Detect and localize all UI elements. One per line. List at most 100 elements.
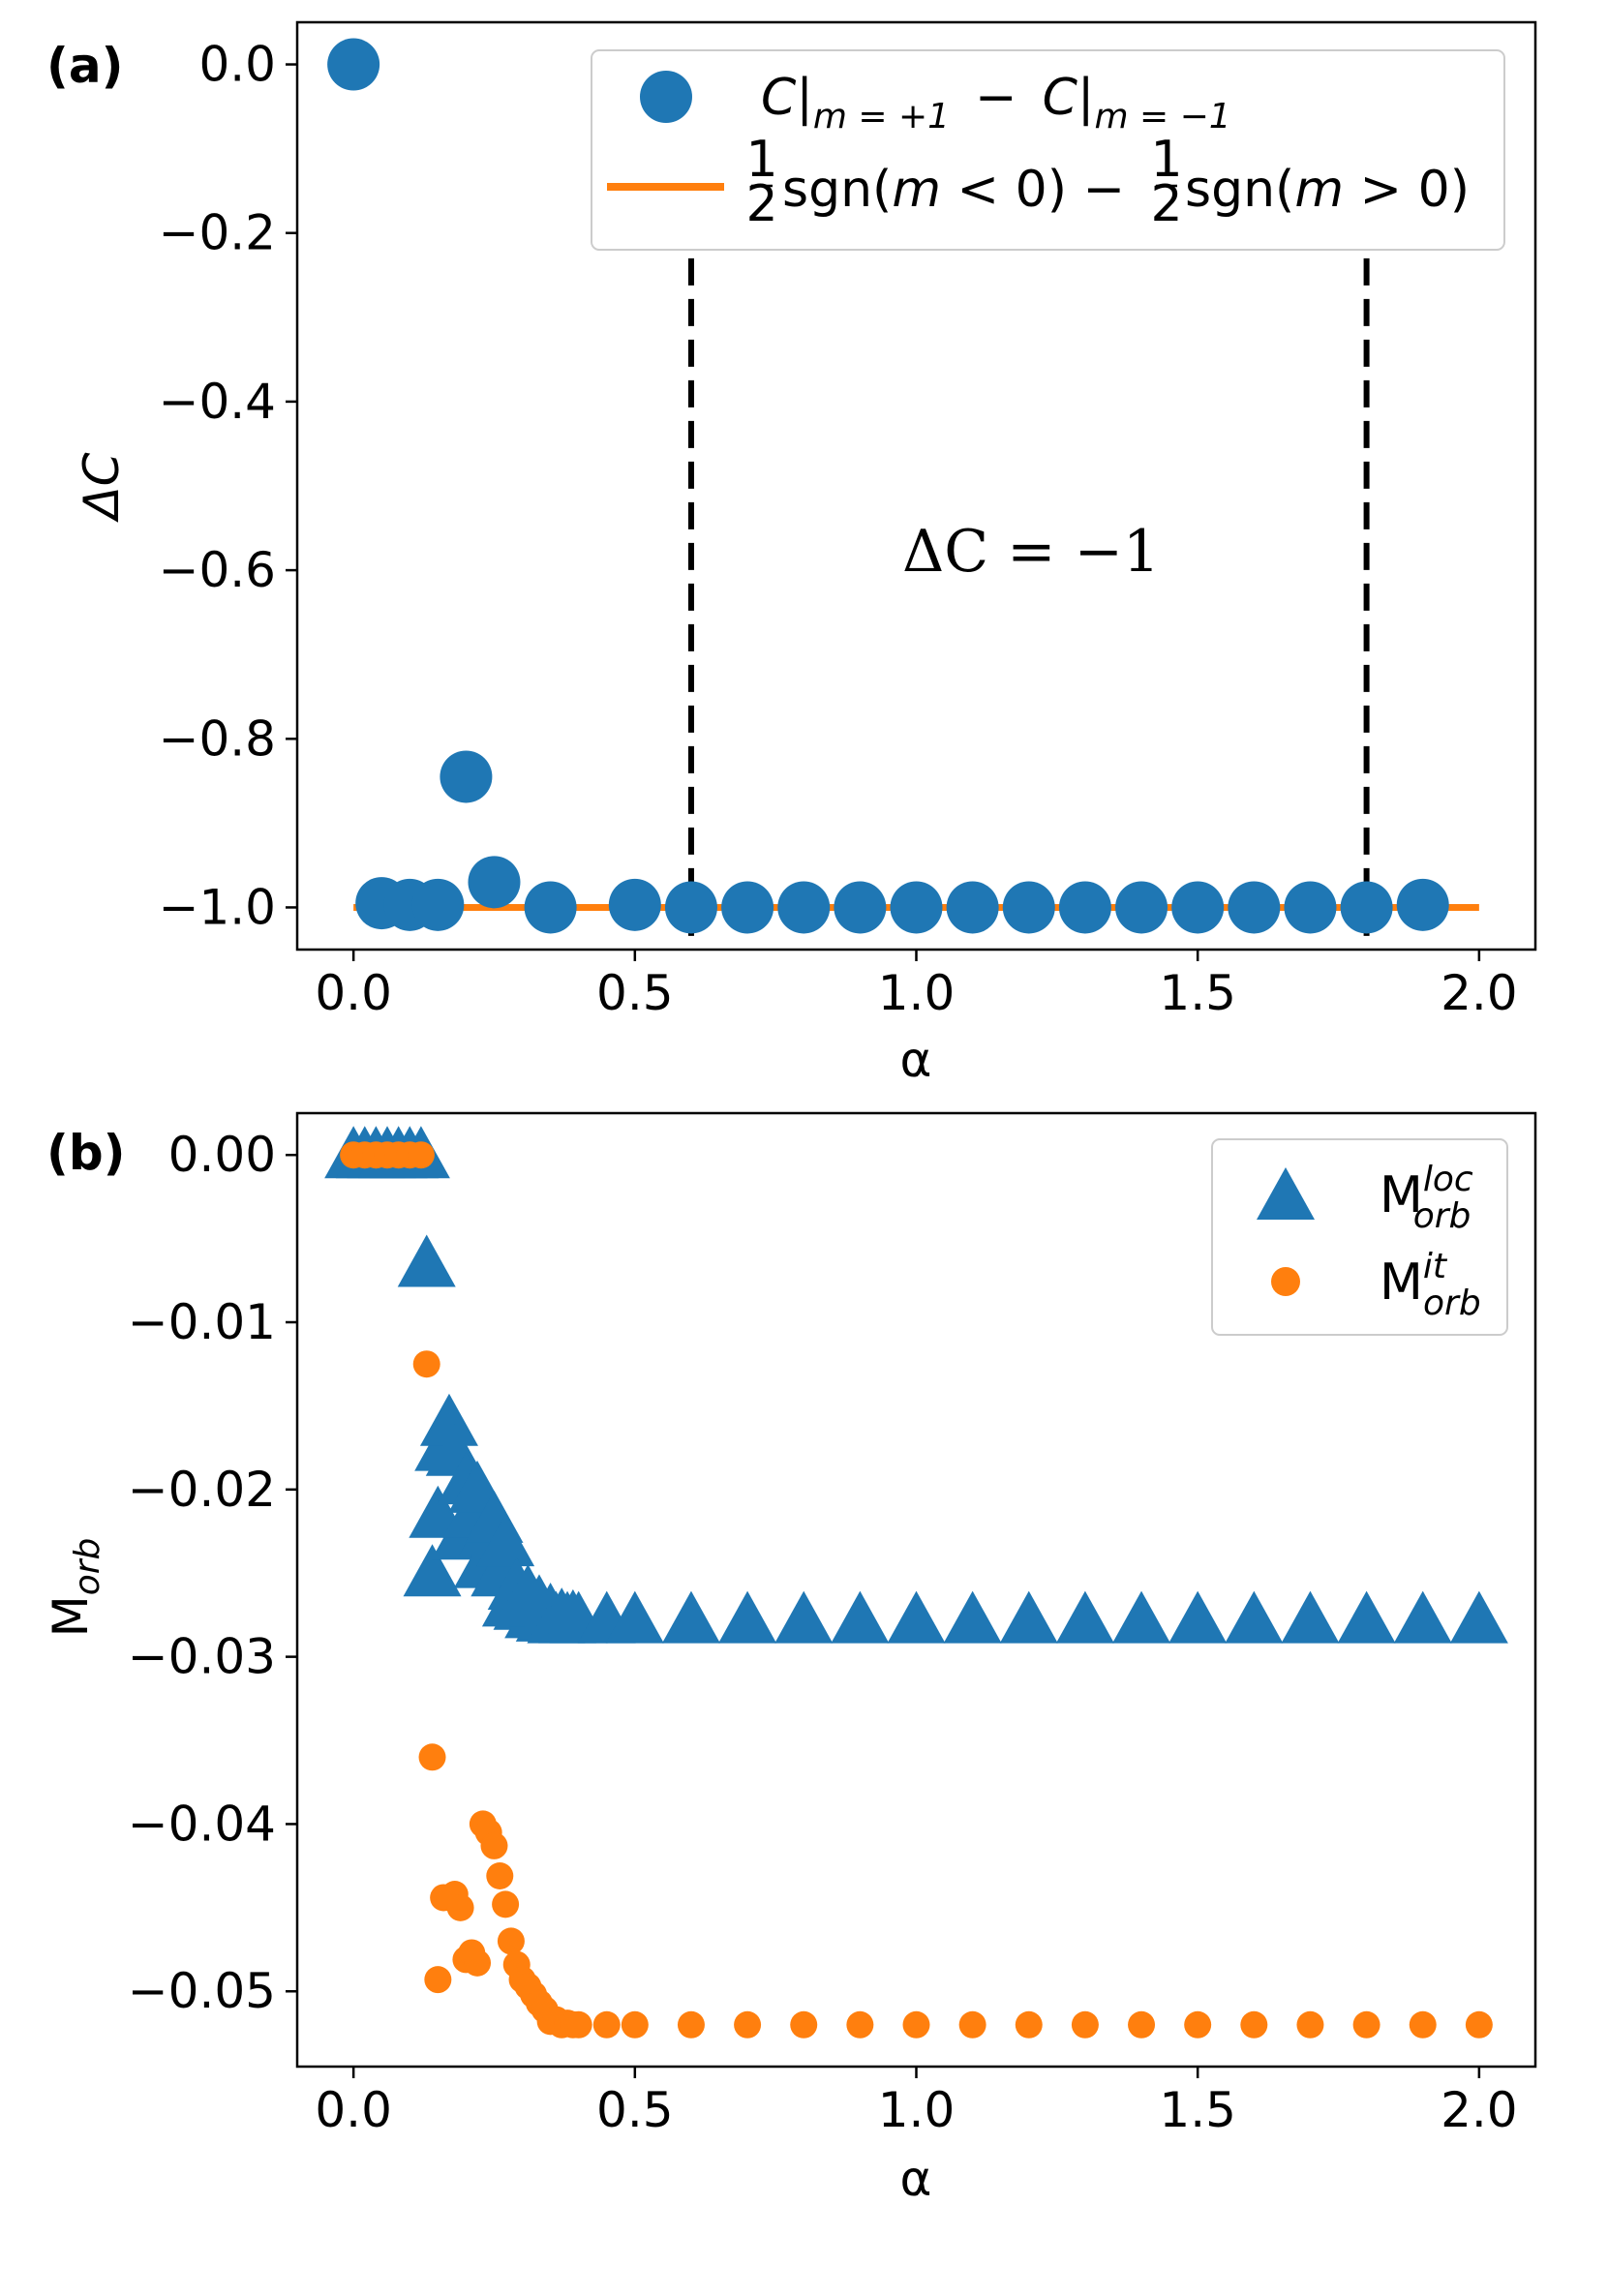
loc-point xyxy=(1393,1590,1452,1644)
legend-label-it: Mit orb xyxy=(1380,1247,1481,1323)
x-tick-label: 1.0 xyxy=(878,965,956,1021)
y-tick-label: 0.00 xyxy=(168,1127,276,1183)
it-point xyxy=(1409,2010,1437,2039)
panel-a-x-axis-label: α xyxy=(900,1032,932,1088)
it-point xyxy=(564,2010,592,2039)
it-point xyxy=(902,2010,930,2039)
x-tick-label: 1.0 xyxy=(878,2082,956,2138)
panel-a-y-axis-label: ΔC xyxy=(74,452,130,523)
it-point xyxy=(464,1949,492,1977)
delta-c-point xyxy=(411,878,465,931)
panel-a-annotation: ΔC = −1 xyxy=(902,518,1160,586)
x-tick-label: 0.0 xyxy=(315,965,392,1021)
it-point xyxy=(1465,2010,1493,2039)
loc-point xyxy=(1225,1590,1284,1644)
svg-text:1: 1 xyxy=(745,131,777,189)
panel-a-data-points xyxy=(327,38,1449,934)
panel-b-y-axis-label: Morb xyxy=(43,1538,107,1638)
loc-point xyxy=(831,1590,890,1644)
it-point xyxy=(486,1862,514,1889)
panel-b-x-ticks: 0.0 0.5 1.0 1.5 2.0 xyxy=(315,2067,1518,2138)
it-point xyxy=(497,1927,525,1955)
it-point xyxy=(418,1743,446,1771)
legend-label-delta-c: C|m = +1− C|m = −1 xyxy=(761,69,1231,136)
loc-point xyxy=(661,1590,720,1644)
it-point xyxy=(1184,2010,1212,2039)
loc-point xyxy=(419,1393,478,1446)
loc-point xyxy=(397,1234,456,1287)
it-point xyxy=(1352,2010,1380,2039)
panel-a-y-ticks: 0.0 −0.2 −0.4 −0.6 −0.8 −1.0 xyxy=(159,37,297,935)
y-tick-label: −0.8 xyxy=(159,710,276,767)
y-tick-label: −0.04 xyxy=(128,1796,276,1852)
y-tick-label: −1.0 xyxy=(159,879,276,935)
loc-point xyxy=(774,1590,834,1644)
it-point xyxy=(446,1893,474,1921)
loc-point xyxy=(1449,1590,1508,1644)
x-tick-label: 1.5 xyxy=(1159,2082,1236,2138)
panel-b-y-ticks: 0.00 −0.01 −0.02 −0.03 −0.04 −0.05 xyxy=(128,1127,297,2019)
it-point xyxy=(1296,2010,1324,2039)
delta-c-point xyxy=(468,856,521,909)
svg-text:2: 2 xyxy=(1150,175,1182,233)
delta-c-point xyxy=(1115,881,1168,934)
panel-a-legend-box xyxy=(591,49,1505,251)
delta-c-point xyxy=(1340,881,1393,934)
panel-a-x-ticks: 0.0 0.5 1.0 1.5 2.0 xyxy=(315,950,1518,1021)
loc-point xyxy=(943,1590,1002,1644)
it-point xyxy=(1240,2010,1268,2039)
panel-b-loc-points xyxy=(324,1126,1508,1644)
delta-c-point xyxy=(1228,881,1281,934)
x-tick-label: 1.5 xyxy=(1159,965,1236,1021)
legend-marker-it xyxy=(1271,1267,1300,1296)
it-point xyxy=(1128,2010,1156,2039)
panel-b-x-axis-label: α xyxy=(900,2151,932,2207)
legend-label-loc: Mloc orb xyxy=(1380,1160,1473,1236)
loc-point xyxy=(999,1590,1058,1644)
x-tick-label: 0.5 xyxy=(596,965,674,1021)
panel-b-label: (b) xyxy=(46,1125,126,1181)
x-tick-label: 0.0 xyxy=(315,2082,392,2138)
svg-text:sgn(m > 0): sgn(m > 0) xyxy=(1185,161,1470,219)
x-tick-label: 2.0 xyxy=(1441,965,1518,1021)
it-point xyxy=(958,2010,986,2039)
delta-c-point xyxy=(608,878,661,931)
it-point xyxy=(734,2010,762,2039)
delta-c-point xyxy=(1396,878,1449,931)
legend-marker-delta-c xyxy=(640,71,692,123)
y-tick-label: −0.01 xyxy=(128,1294,276,1350)
delta-c-point xyxy=(1058,881,1111,934)
it-point xyxy=(424,1966,452,1994)
loc-point xyxy=(605,1590,664,1644)
panel-a-boundary-lines xyxy=(687,257,1370,950)
delta-c-point xyxy=(946,881,999,934)
it-point xyxy=(592,2010,621,2039)
y-tick-label: −0.02 xyxy=(128,1462,276,1518)
y-tick-label: −0.03 xyxy=(128,1629,276,1685)
loc-point xyxy=(1112,1590,1171,1644)
loc-point xyxy=(1281,1590,1340,1644)
loc-point xyxy=(1337,1590,1396,1644)
y-tick-label: −0.6 xyxy=(159,542,276,598)
svg-text:sgn(m < 0) −: sgn(m < 0) − xyxy=(782,161,1125,219)
it-point xyxy=(1015,2010,1043,2039)
it-point xyxy=(790,2010,818,2039)
panel-a-label: (a) xyxy=(46,38,123,94)
it-point xyxy=(677,2010,705,2039)
it-point xyxy=(480,1831,508,1859)
delta-c-point xyxy=(440,750,493,803)
panel-b-legend: Mloc orb Mit orb xyxy=(1211,1138,1508,1336)
panel-b: (b) 0.0 0.5 1.0 1.5 2.0 0.00 −0.01 −0.02 −0.03 −… xyxy=(43,1111,1537,2207)
it-point xyxy=(412,1350,440,1378)
panel-a: (a) 0.0 0.5 1.0 1.5 2.0 0.0 −0.2 −0.4 −0.6 −0.8 −… xyxy=(46,20,1537,1088)
it-point xyxy=(846,2010,874,2039)
legend-marker-loc xyxy=(1257,1167,1315,1220)
loc-point xyxy=(718,1590,777,1644)
loc-point xyxy=(1055,1590,1114,1644)
delta-c-point xyxy=(664,881,717,934)
delta-c-point xyxy=(1284,881,1337,934)
loc-point xyxy=(476,1514,535,1567)
delta-c-point xyxy=(890,881,943,934)
y-tick-label: −0.05 xyxy=(128,1963,276,2019)
it-point xyxy=(492,1890,520,1918)
